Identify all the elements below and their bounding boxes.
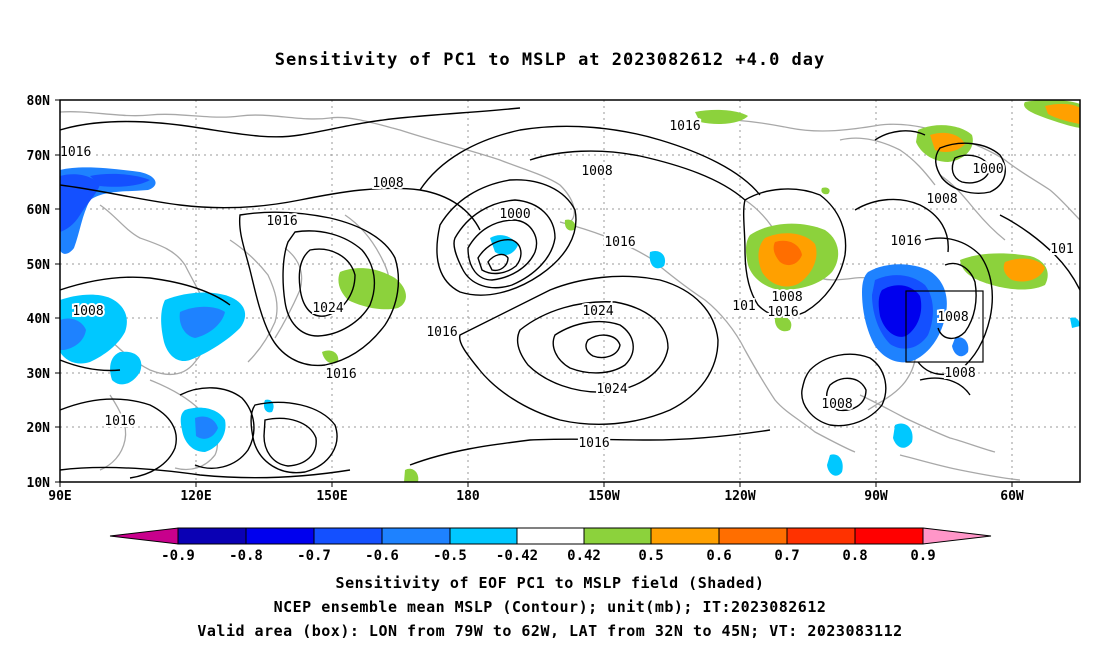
contour-label: 1008 (926, 192, 957, 207)
colorbar-bin (583, 527, 652, 545)
colorbar-bin (718, 527, 788, 545)
contour-label: 1016 (578, 436, 609, 451)
colorbar-bin (650, 527, 720, 545)
contour-label: 1008 (72, 304, 103, 319)
footer-line-shaded: Sensitivity of EOF PC1 to MSLP field (Sh… (335, 574, 765, 592)
colorbar-bin (854, 527, 924, 545)
colorbar-tick-label: -0.42 (496, 548, 538, 564)
contour-label: 1000 (499, 207, 530, 222)
colorbar-right-arrow (922, 527, 992, 545)
lon-label: 150W (588, 489, 619, 504)
contour-label: 1016 (60, 145, 91, 160)
lon-label: 150E (316, 489, 347, 504)
lat-label: 20N (27, 421, 51, 436)
contour-label: 1008 (821, 397, 852, 412)
contour-label: 1008 (372, 176, 403, 191)
negative-sensitivity-shading (60, 167, 1080, 476)
axis-ticks (55, 99, 1013, 487)
contour-label: 1016 (104, 414, 135, 429)
map-frame (59, 99, 1081, 483)
lon-label: 120E (180, 489, 211, 504)
contour-label: 1016 (325, 367, 356, 382)
contour-label: 1016 (890, 234, 921, 249)
colorbar-tick-label: -0.7 (297, 548, 331, 564)
contour-label: 101 (1050, 242, 1073, 257)
contour-label: 1016 (669, 119, 700, 134)
footer-line-valid-area: Valid area (box): LON from 79W to 62W, L… (197, 622, 903, 640)
colorbar-tick-label: 0.8 (842, 548, 867, 564)
colorbar-tick-label: -0.8 (229, 548, 263, 564)
colorbar-tick-label: 0.5 (638, 548, 663, 564)
lat-label: 60N (27, 203, 51, 218)
map-title: Sensitivity of PC1 to MSLP at 2023082612… (274, 50, 826, 70)
lon-label: 120W (724, 489, 755, 504)
colorbar-bin (516, 527, 585, 545)
valid-area-box (905, 290, 984, 363)
contour-label: 1008 (937, 310, 968, 325)
colorbar-bin (449, 527, 518, 545)
mslp-contours (60, 107, 1080, 479)
lon-label: 90W (864, 489, 888, 504)
contour-label: 1008 (581, 164, 612, 179)
contour-label: 1008 (771, 290, 802, 305)
colorbar (109, 527, 992, 545)
colorbar-bin (381, 527, 451, 545)
contour-label: 1016 (767, 305, 798, 320)
colorbar-tick-label: 0.42 (567, 548, 601, 564)
contour-label-group: 1016 1016 1008 1008 1000 1016 1008 1016 … (60, 117, 1076, 453)
contour-label: 1008 (944, 366, 975, 381)
colorbar-tick-label: 0.6 (706, 548, 731, 564)
contour-label: 1024 (582, 304, 613, 319)
colorbar-bin (177, 527, 247, 545)
colorbar-left-arrow (109, 527, 179, 545)
contour-label: 1016 (604, 235, 635, 250)
contour-label: 1016 (426, 325, 457, 340)
colorbar-bin (313, 527, 383, 545)
lat-label: 10N (27, 476, 51, 491)
colorbar-tick-label: 0.9 (910, 548, 935, 564)
contour-label: 1000 (972, 162, 1003, 177)
lon-label: 90E (48, 489, 71, 504)
contour-label: 1024 (596, 382, 627, 397)
lat-label: 70N (27, 149, 51, 164)
lon-label: 60W (1000, 489, 1024, 504)
colorbar-bin (786, 527, 856, 545)
contour-label: 1016 (266, 214, 297, 229)
lon-label: 180 (456, 489, 480, 504)
lat-label: 30N (27, 367, 51, 382)
colorbar-tick-label: 0.7 (774, 548, 799, 564)
contour-label: 101 (732, 299, 755, 314)
contour-label: 1024 (312, 301, 343, 316)
colorbar-bin (245, 527, 315, 545)
lat-label: 50N (27, 258, 51, 273)
colorbar-tick-label: -0.5 (433, 548, 467, 564)
colorbar-tick-label: -0.6 (365, 548, 399, 564)
footer-line-contour: NCEP ensemble mean MSLP (Contour); unit(… (273, 598, 827, 616)
lat-label: 40N (27, 312, 51, 327)
colorbar-tick-label: -0.9 (161, 548, 195, 564)
positive-sensitivity-shading (322, 100, 1080, 482)
lat-label: 80N (27, 94, 51, 109)
